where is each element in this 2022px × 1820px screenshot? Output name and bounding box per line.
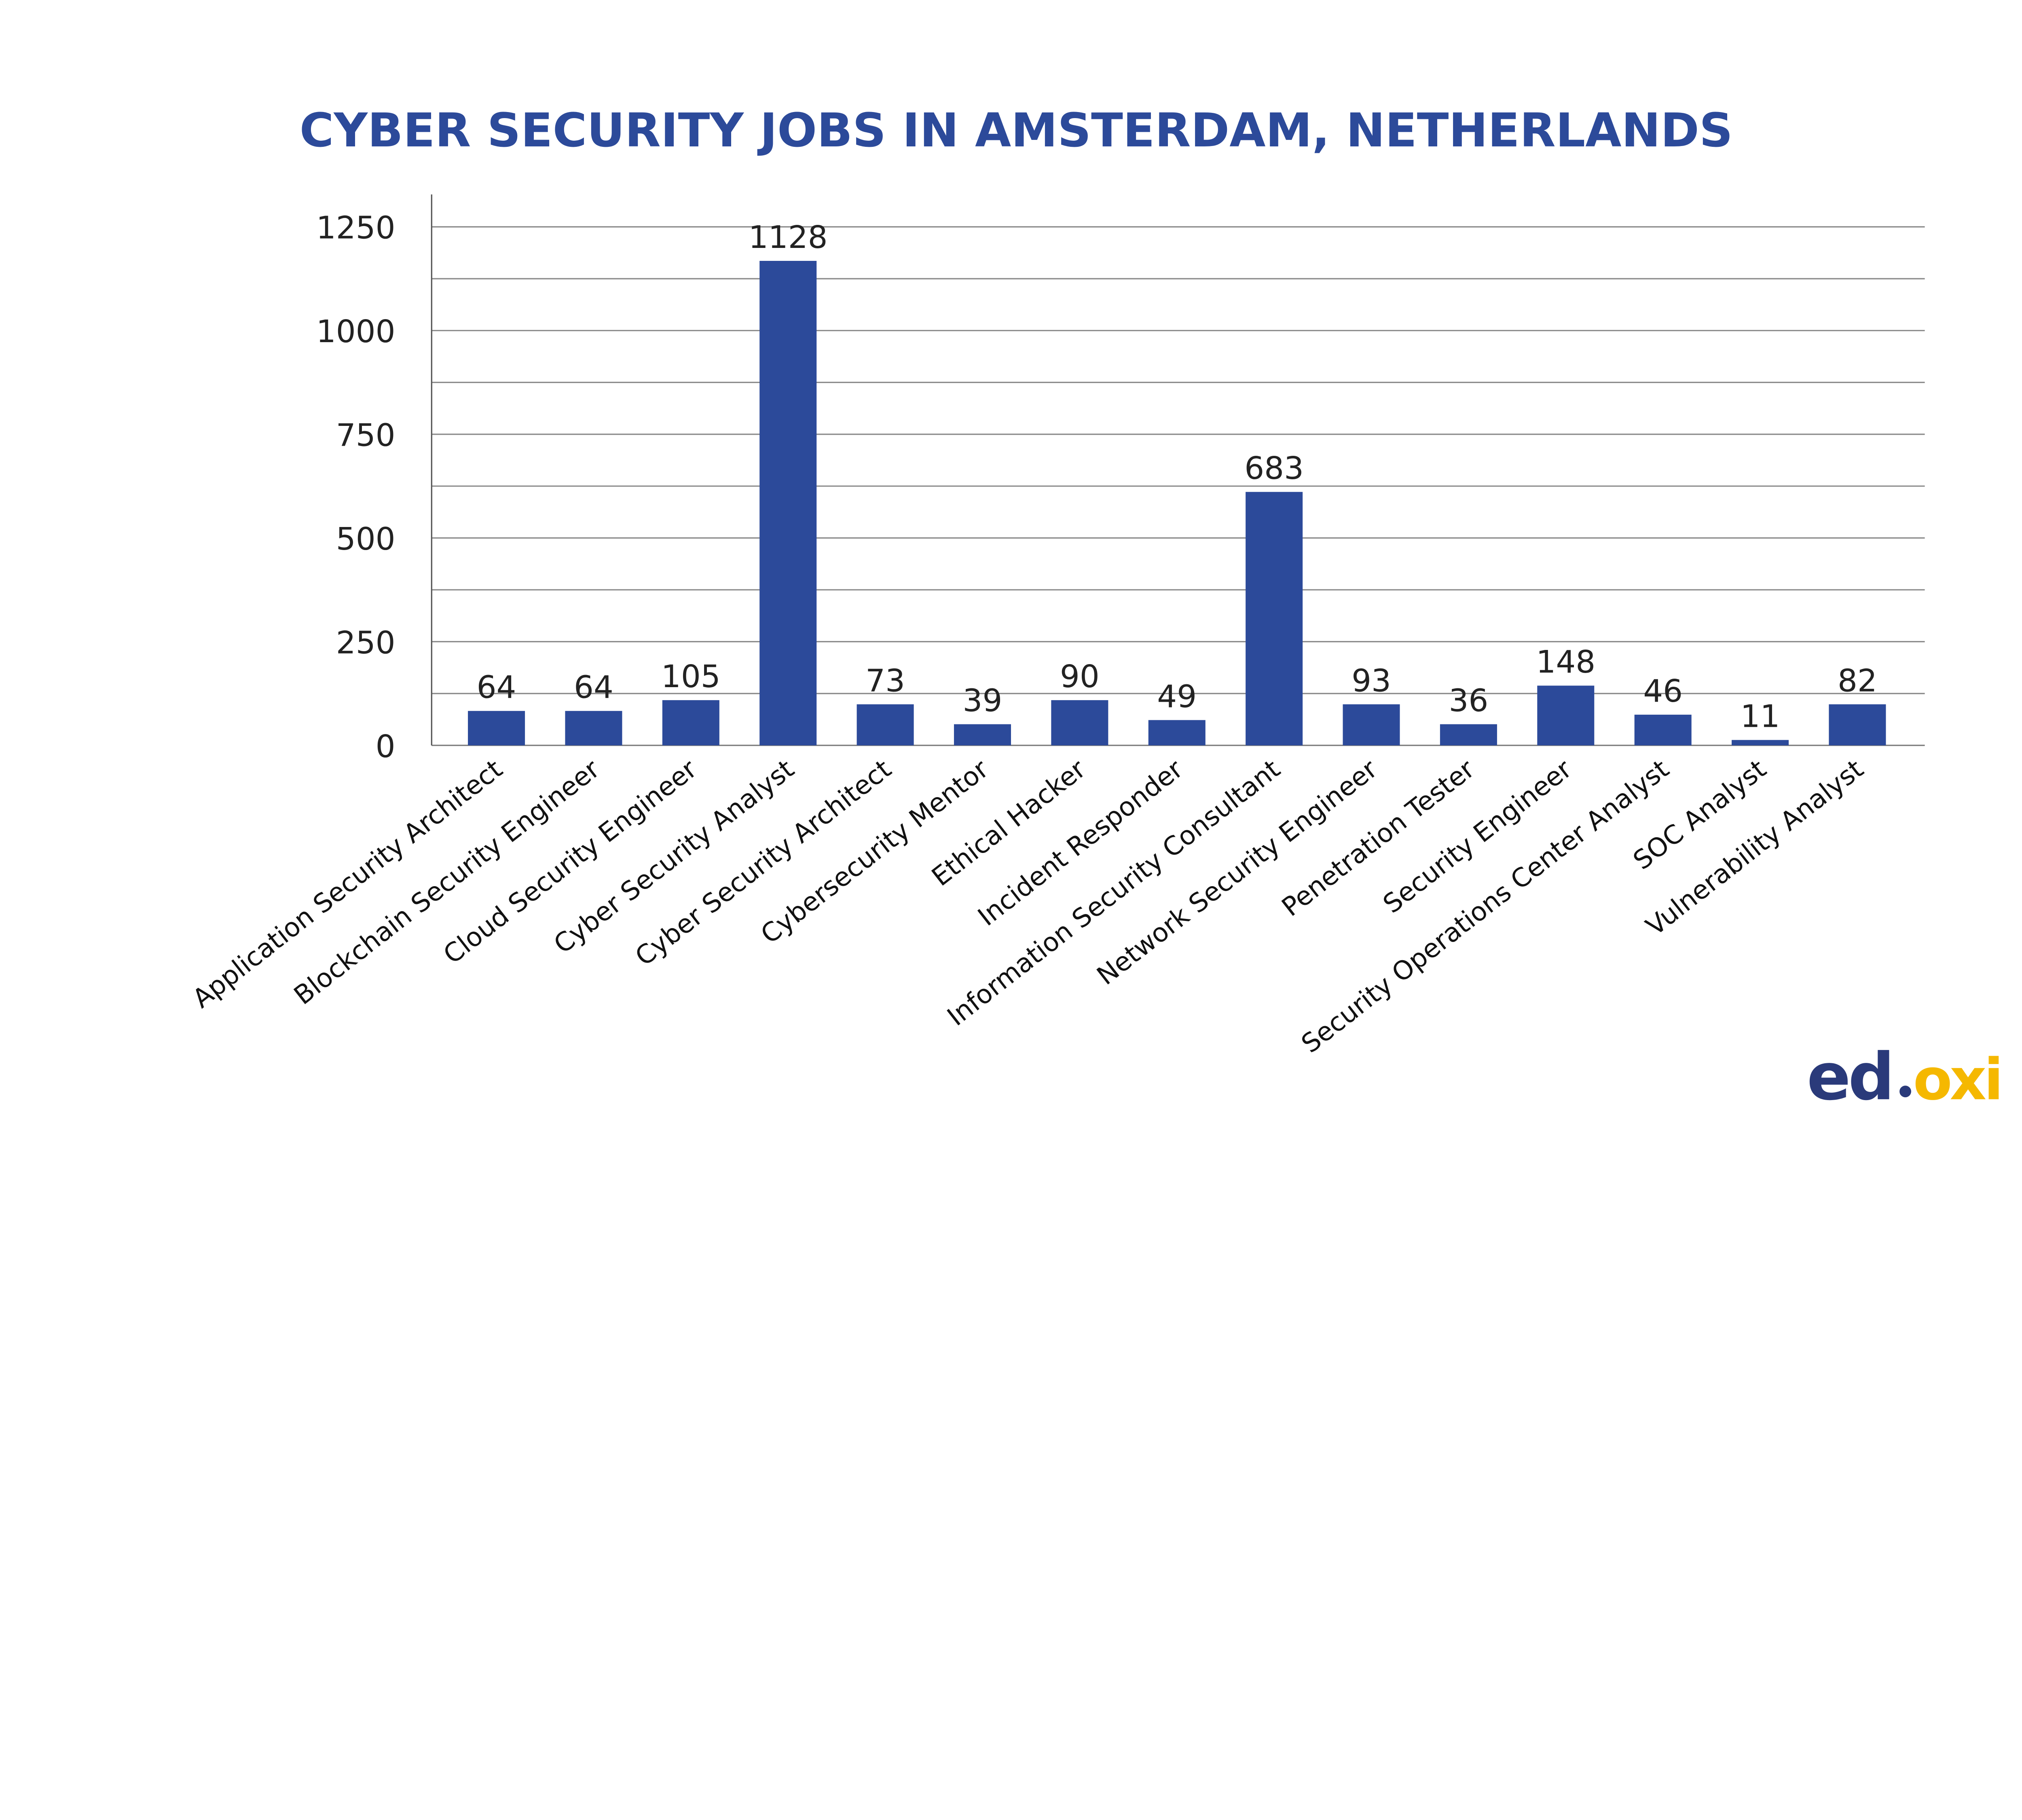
data-label: 148 [1536, 644, 1595, 680]
chart-title: CYBER SECURITY JOBS IN AMSTERDAM, NETHER… [300, 104, 1733, 158]
bar [759, 260, 817, 745]
y-tick-label: 500 [336, 521, 396, 557]
gridlines [431, 226, 1925, 746]
y-tick-label: 1000 [316, 314, 396, 350]
data-label: 683 [1244, 451, 1304, 487]
bar-chart: CYBER SECURITY JOBS IN AMSTERDAM, NETHER… [187, 104, 2003, 1115]
bar [662, 700, 719, 745]
y-tick-label: 750 [336, 418, 396, 454]
y-axis: 0 250 500 750 1000 1250 [316, 210, 396, 765]
x-axis: Application Security ArchitectBlockchain… [187, 754, 1869, 1059]
data-label: 39 [963, 683, 1003, 719]
data-label: 64 [574, 670, 613, 706]
bar [1634, 715, 1692, 745]
y-tick-label: 0 [376, 729, 396, 765]
logo-dot [1899, 1086, 1911, 1098]
bar [1440, 724, 1497, 745]
bar [1537, 686, 1595, 745]
data-label: 36 [1449, 683, 1488, 719]
data-label: 64 [477, 670, 516, 706]
bar [1051, 700, 1108, 745]
bar [954, 724, 1011, 745]
data-label: 82 [1838, 663, 1877, 699]
bars [468, 260, 1886, 745]
bar [1732, 740, 1789, 745]
bar [1829, 704, 1886, 745]
data-label: 46 [1643, 673, 1683, 709]
bar [565, 711, 622, 745]
bar [1343, 704, 1400, 745]
data-label: 93 [1352, 663, 1391, 699]
bar [857, 704, 914, 745]
bar [1148, 720, 1206, 745]
y-tick-label: 1250 [316, 210, 396, 246]
logo-part-oxi: oxi [1913, 1047, 2001, 1113]
logo-part-ed: ed [1807, 1039, 1892, 1115]
bar [468, 711, 525, 745]
data-label: 90 [1060, 659, 1100, 695]
data-label: 1128 [749, 220, 828, 256]
bar [1246, 492, 1303, 745]
data-label: 49 [1157, 679, 1197, 715]
data-label: 105 [661, 659, 721, 695]
data-label: 73 [865, 663, 905, 699]
y-tick-label: 250 [336, 625, 396, 661]
data-labels: 64 64 105 1128 73 39 90 49 683 93 36 148 46 11 82 [477, 220, 1877, 735]
data-label: 11 [1741, 699, 1780, 735]
edoxi-logo: ed oxi [1807, 1039, 2003, 1115]
